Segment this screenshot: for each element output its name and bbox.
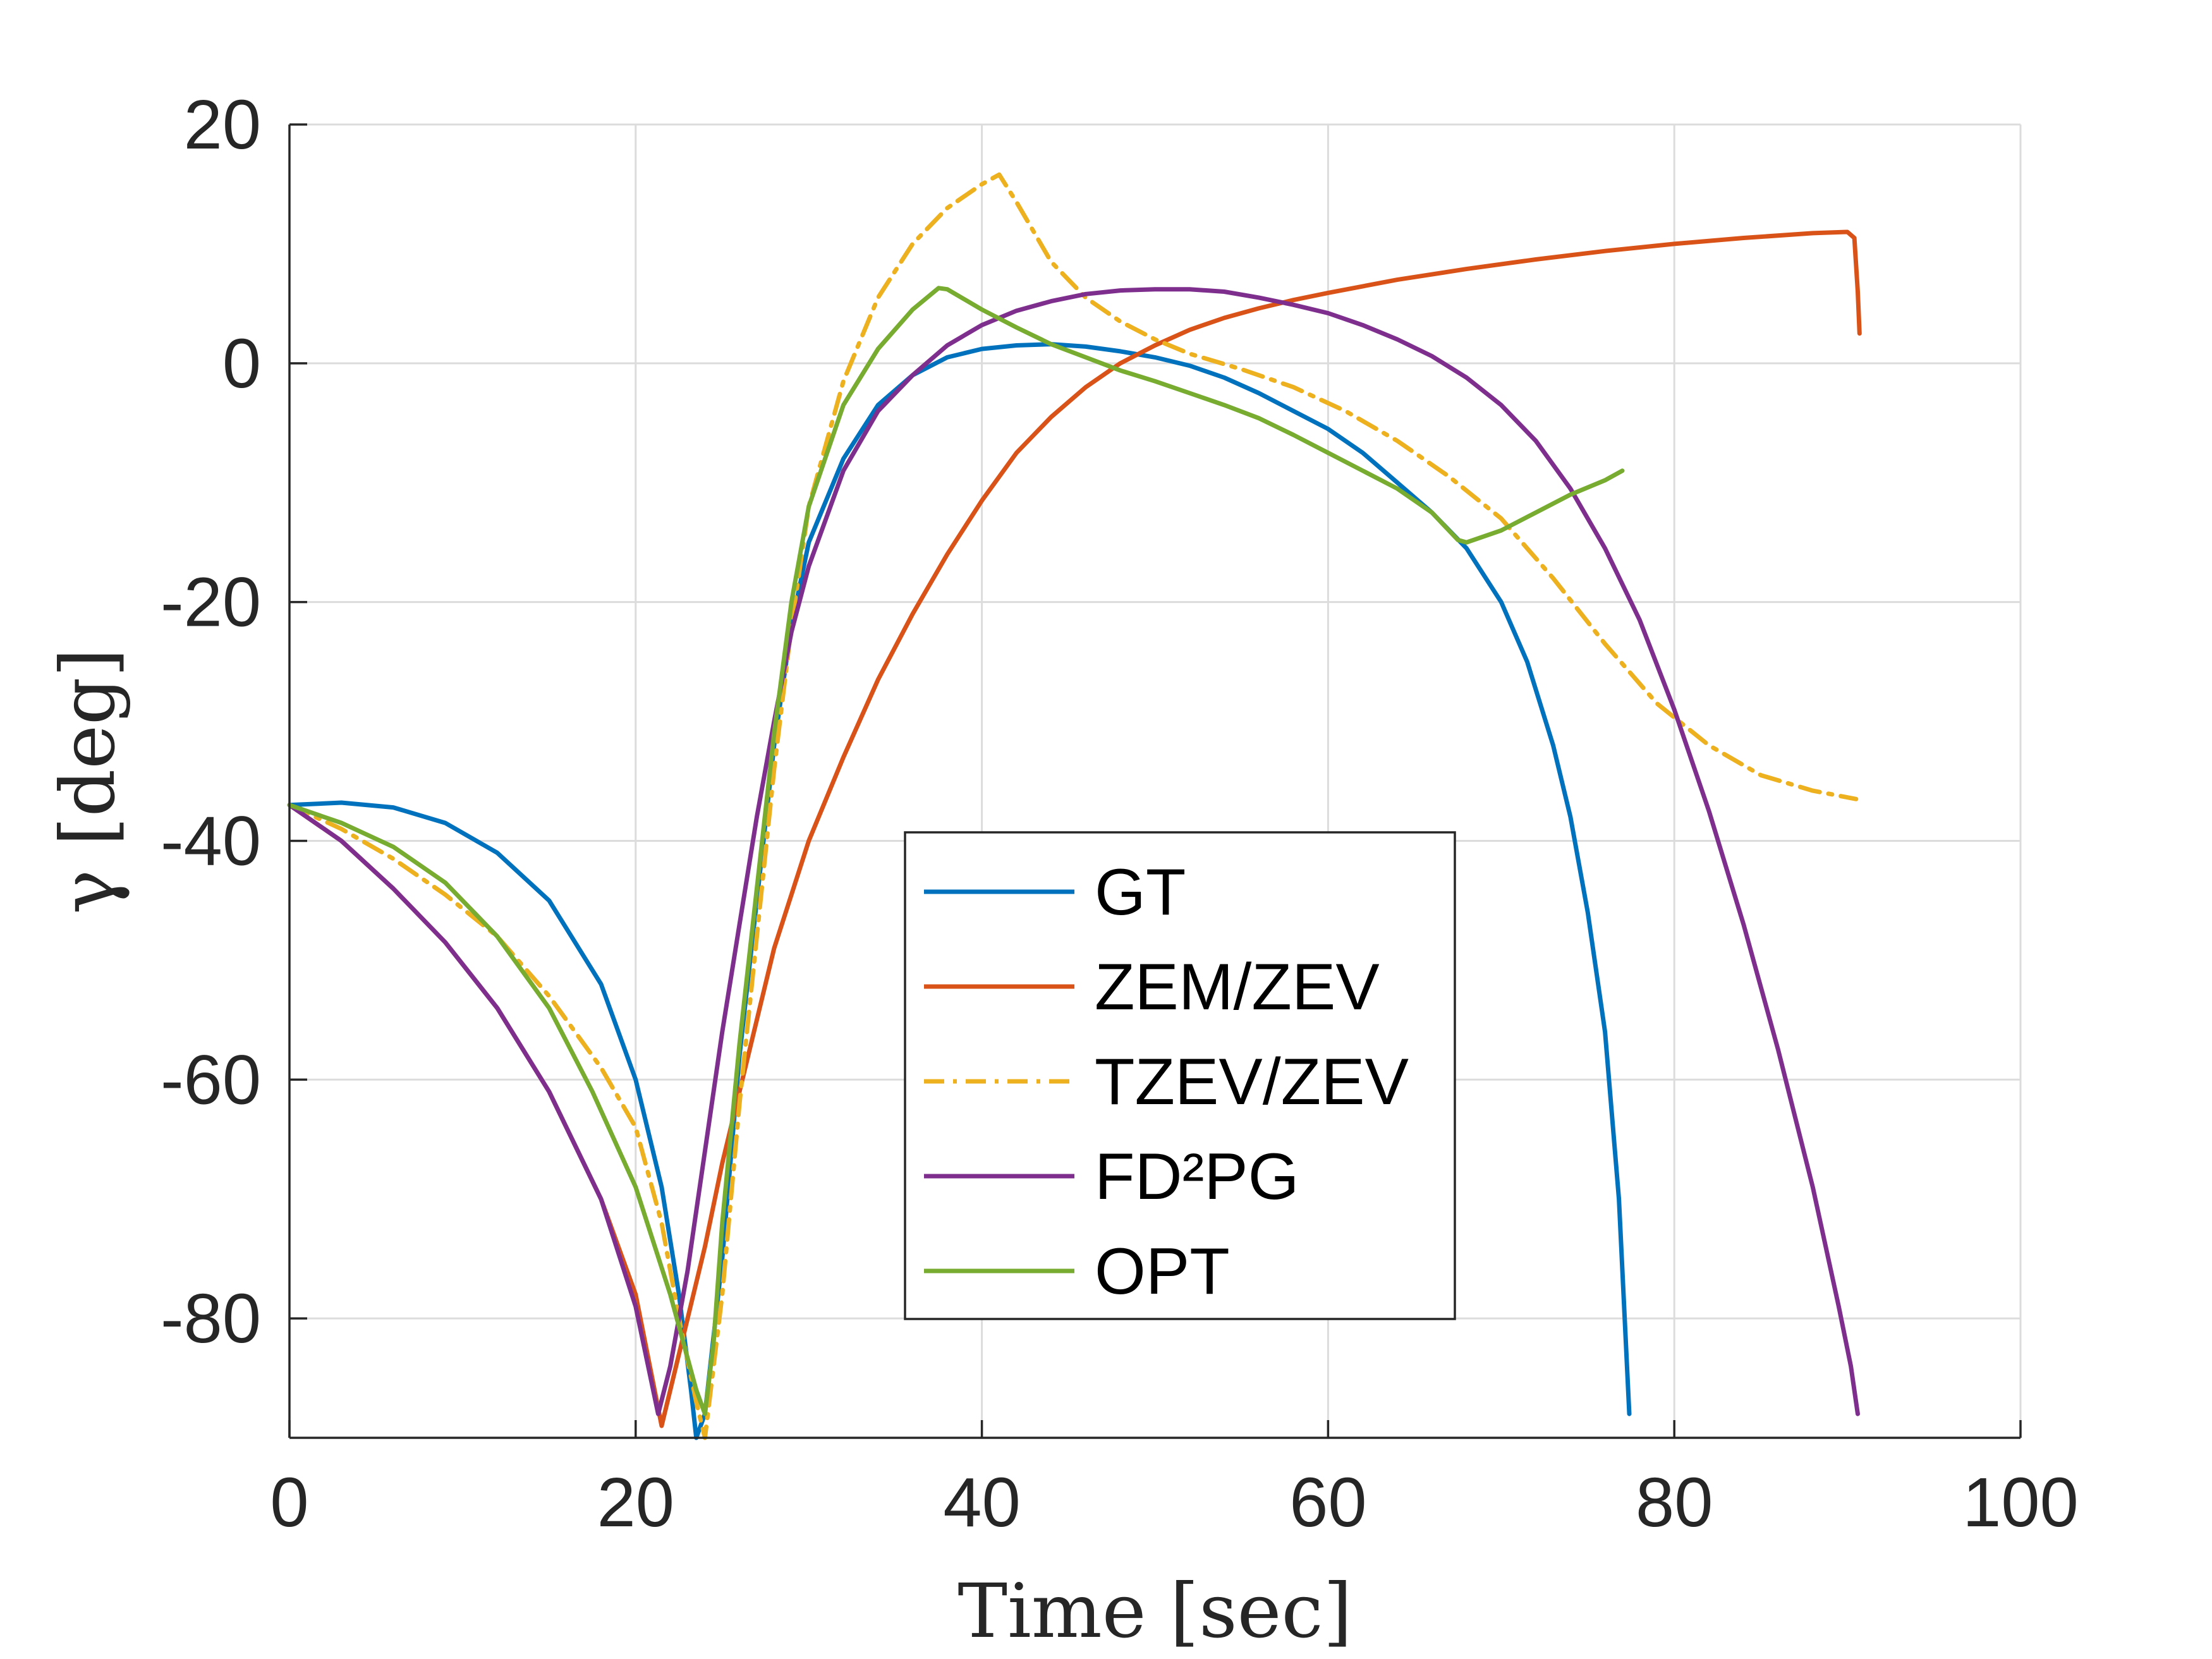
y-tick-label-0: -80 xyxy=(161,1280,261,1358)
legend-label-opt: OPT xyxy=(1095,1235,1230,1308)
legend-box xyxy=(904,831,1456,1320)
series-line-gt xyxy=(287,342,1632,1440)
y-tick-label-5: 20 xyxy=(184,86,261,164)
legend-items: GT ZEM/ZEV TZEV/ZEV FD²PG OPT xyxy=(924,856,1409,1308)
y-axis-title: γ [deg] xyxy=(44,648,131,914)
y-tick-label-3: -20 xyxy=(161,564,261,641)
series-line-opt xyxy=(287,286,1625,1416)
legend-label-tzev-zev: TZEV/ZEV xyxy=(1095,1045,1409,1119)
axes-layer xyxy=(288,123,2022,1439)
x-tick-label-2: 40 xyxy=(943,1464,1020,1541)
x-tick-label-3: 60 xyxy=(1289,1464,1366,1541)
x-axis-title: Time [sec] xyxy=(957,1567,1352,1655)
series-layer xyxy=(287,172,1862,1440)
x-tick-label-4: 80 xyxy=(1636,1464,1713,1541)
legend-label-zem-zev: ZEM/ZEV xyxy=(1095,951,1380,1024)
x-tick-label-5: 100 xyxy=(1962,1464,2079,1541)
legend-label-gt: GT xyxy=(1095,856,1186,929)
x-tick-label-1: 20 xyxy=(597,1464,674,1541)
legend: GT ZEM/ZEV TZEV/ZEV FD²PG OPT xyxy=(904,831,1456,1320)
y-tick-label-1: -60 xyxy=(161,1041,261,1119)
tick-label-layer: 0 20 40 60 80 100 -80 -60 -40 -20 0 20 xyxy=(161,86,2079,1541)
series-line-zem-zev xyxy=(287,229,1862,1428)
series-line-fd-pg xyxy=(287,287,1860,1416)
series-line-tzev-zev xyxy=(287,172,1859,1440)
legend-label-fd-pg: FD²PG xyxy=(1095,1140,1299,1213)
y-tick-label-2: -40 xyxy=(161,802,261,880)
y-tick-label-4: 0 xyxy=(222,325,261,403)
x-tick-label-0: 0 xyxy=(270,1464,308,1541)
